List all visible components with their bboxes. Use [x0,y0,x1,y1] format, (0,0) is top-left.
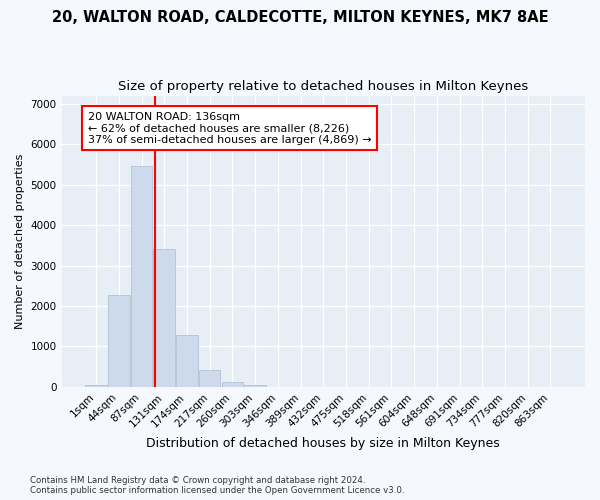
Bar [176,335,198,387]
Text: Contains HM Land Registry data © Crown copyright and database right 2024.
Contai: Contains HM Land Registry data © Crown c… [30,476,404,495]
Bar [221,382,243,387]
Title: Size of property relative to detached houses in Milton Keynes: Size of property relative to detached ho… [118,80,529,93]
Bar [108,295,130,387]
Bar [85,384,107,387]
Text: 20 WALTON ROAD: 136sqm
← 62% of detached houses are smaller (8,226)
37% of semi-: 20 WALTON ROAD: 136sqm ← 62% of detached… [88,112,371,145]
Bar [131,166,152,387]
Bar [199,370,220,387]
Bar [244,385,266,387]
Bar [154,250,175,387]
Text: 20, WALTON ROAD, CALDECOTTE, MILTON KEYNES, MK7 8AE: 20, WALTON ROAD, CALDECOTTE, MILTON KEYN… [52,10,548,25]
X-axis label: Distribution of detached houses by size in Milton Keynes: Distribution of detached houses by size … [146,437,500,450]
Y-axis label: Number of detached properties: Number of detached properties [15,154,25,329]
